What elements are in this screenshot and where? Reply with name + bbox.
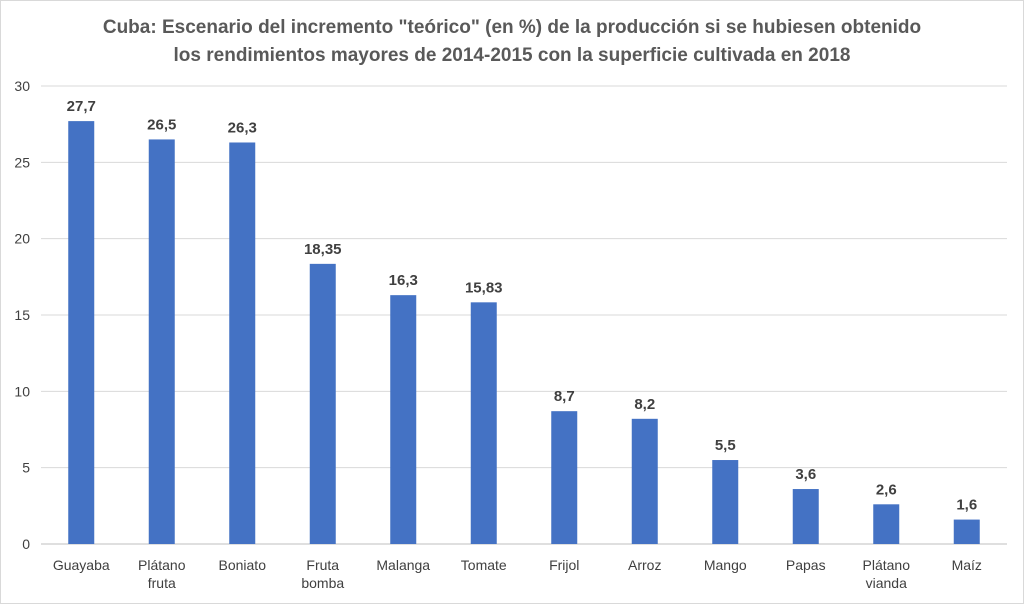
category-label: vianda <box>866 575 907 591</box>
bar <box>551 411 578 544</box>
bar <box>873 504 900 544</box>
bar <box>631 418 658 544</box>
category-label: Fruta <box>306 557 339 573</box>
y-tick-label: 20 <box>14 231 30 247</box>
category-label: Tomate <box>461 557 507 573</box>
data-label: 3,6 <box>795 466 816 483</box>
category-label: Malanga <box>376 557 430 573</box>
x-axis-category-labels: Guayaba Plátano fruta Boniato Fruta bomba Mala… <box>53 557 982 591</box>
bar <box>68 121 95 544</box>
bar <box>309 263 336 544</box>
category-label: Boniato <box>219 557 267 573</box>
y-tick-label: 0 <box>22 536 30 552</box>
y-tick-label: 30 <box>14 78 30 94</box>
category-label: bomba <box>301 575 344 591</box>
data-label: 26,3 <box>228 119 257 136</box>
data-label: 8,7 <box>554 388 575 405</box>
bar <box>390 295 417 544</box>
category-label: Arroz <box>628 557 661 573</box>
data-label: 15,83 <box>465 279 503 296</box>
category-label: Maíz <box>952 557 982 573</box>
category-label: Plátano <box>138 557 186 573</box>
category-label: Mango <box>704 557 747 573</box>
data-labels: 27,7 26,5 26,3 18,35 16,3 15,83 8,7 8,2 5,5 3,6 2,… <box>67 98 978 513</box>
bar <box>953 519 980 544</box>
data-label: 8,2 <box>634 396 655 413</box>
y-axis-tick-labels: 0 5 10 15 20 25 30 <box>14 78 30 552</box>
bar <box>470 302 497 544</box>
chart-title-line-1: Cuba: Escenario del incremento "teórico"… <box>103 17 921 38</box>
category-label: Papas <box>786 557 826 573</box>
y-tick-label: 5 <box>22 460 30 476</box>
bar <box>148 139 175 544</box>
data-label: 5,5 <box>715 437 736 454</box>
category-label: Guayaba <box>53 557 110 573</box>
data-label: 26,5 <box>147 116 176 133</box>
y-tick-label: 10 <box>14 383 30 399</box>
y-tick-label: 15 <box>14 307 30 323</box>
data-label: 2,6 <box>876 481 897 498</box>
data-label: 27,7 <box>67 98 96 115</box>
gridlines <box>41 85 1007 545</box>
bar <box>712 460 739 544</box>
bars <box>68 121 980 544</box>
category-label: fruta <box>148 575 176 591</box>
data-label: 1,6 <box>956 497 977 514</box>
bar <box>792 489 819 544</box>
chart-title-line-2: los rendimientos mayores de 2014-2015 co… <box>174 45 851 66</box>
category-label: Frijol <box>549 557 579 573</box>
data-label: 18,35 <box>304 241 342 258</box>
data-label: 16,3 <box>389 272 418 289</box>
bar <box>229 142 256 544</box>
category-label: Plátano <box>863 557 911 573</box>
y-tick-label: 25 <box>14 154 30 170</box>
